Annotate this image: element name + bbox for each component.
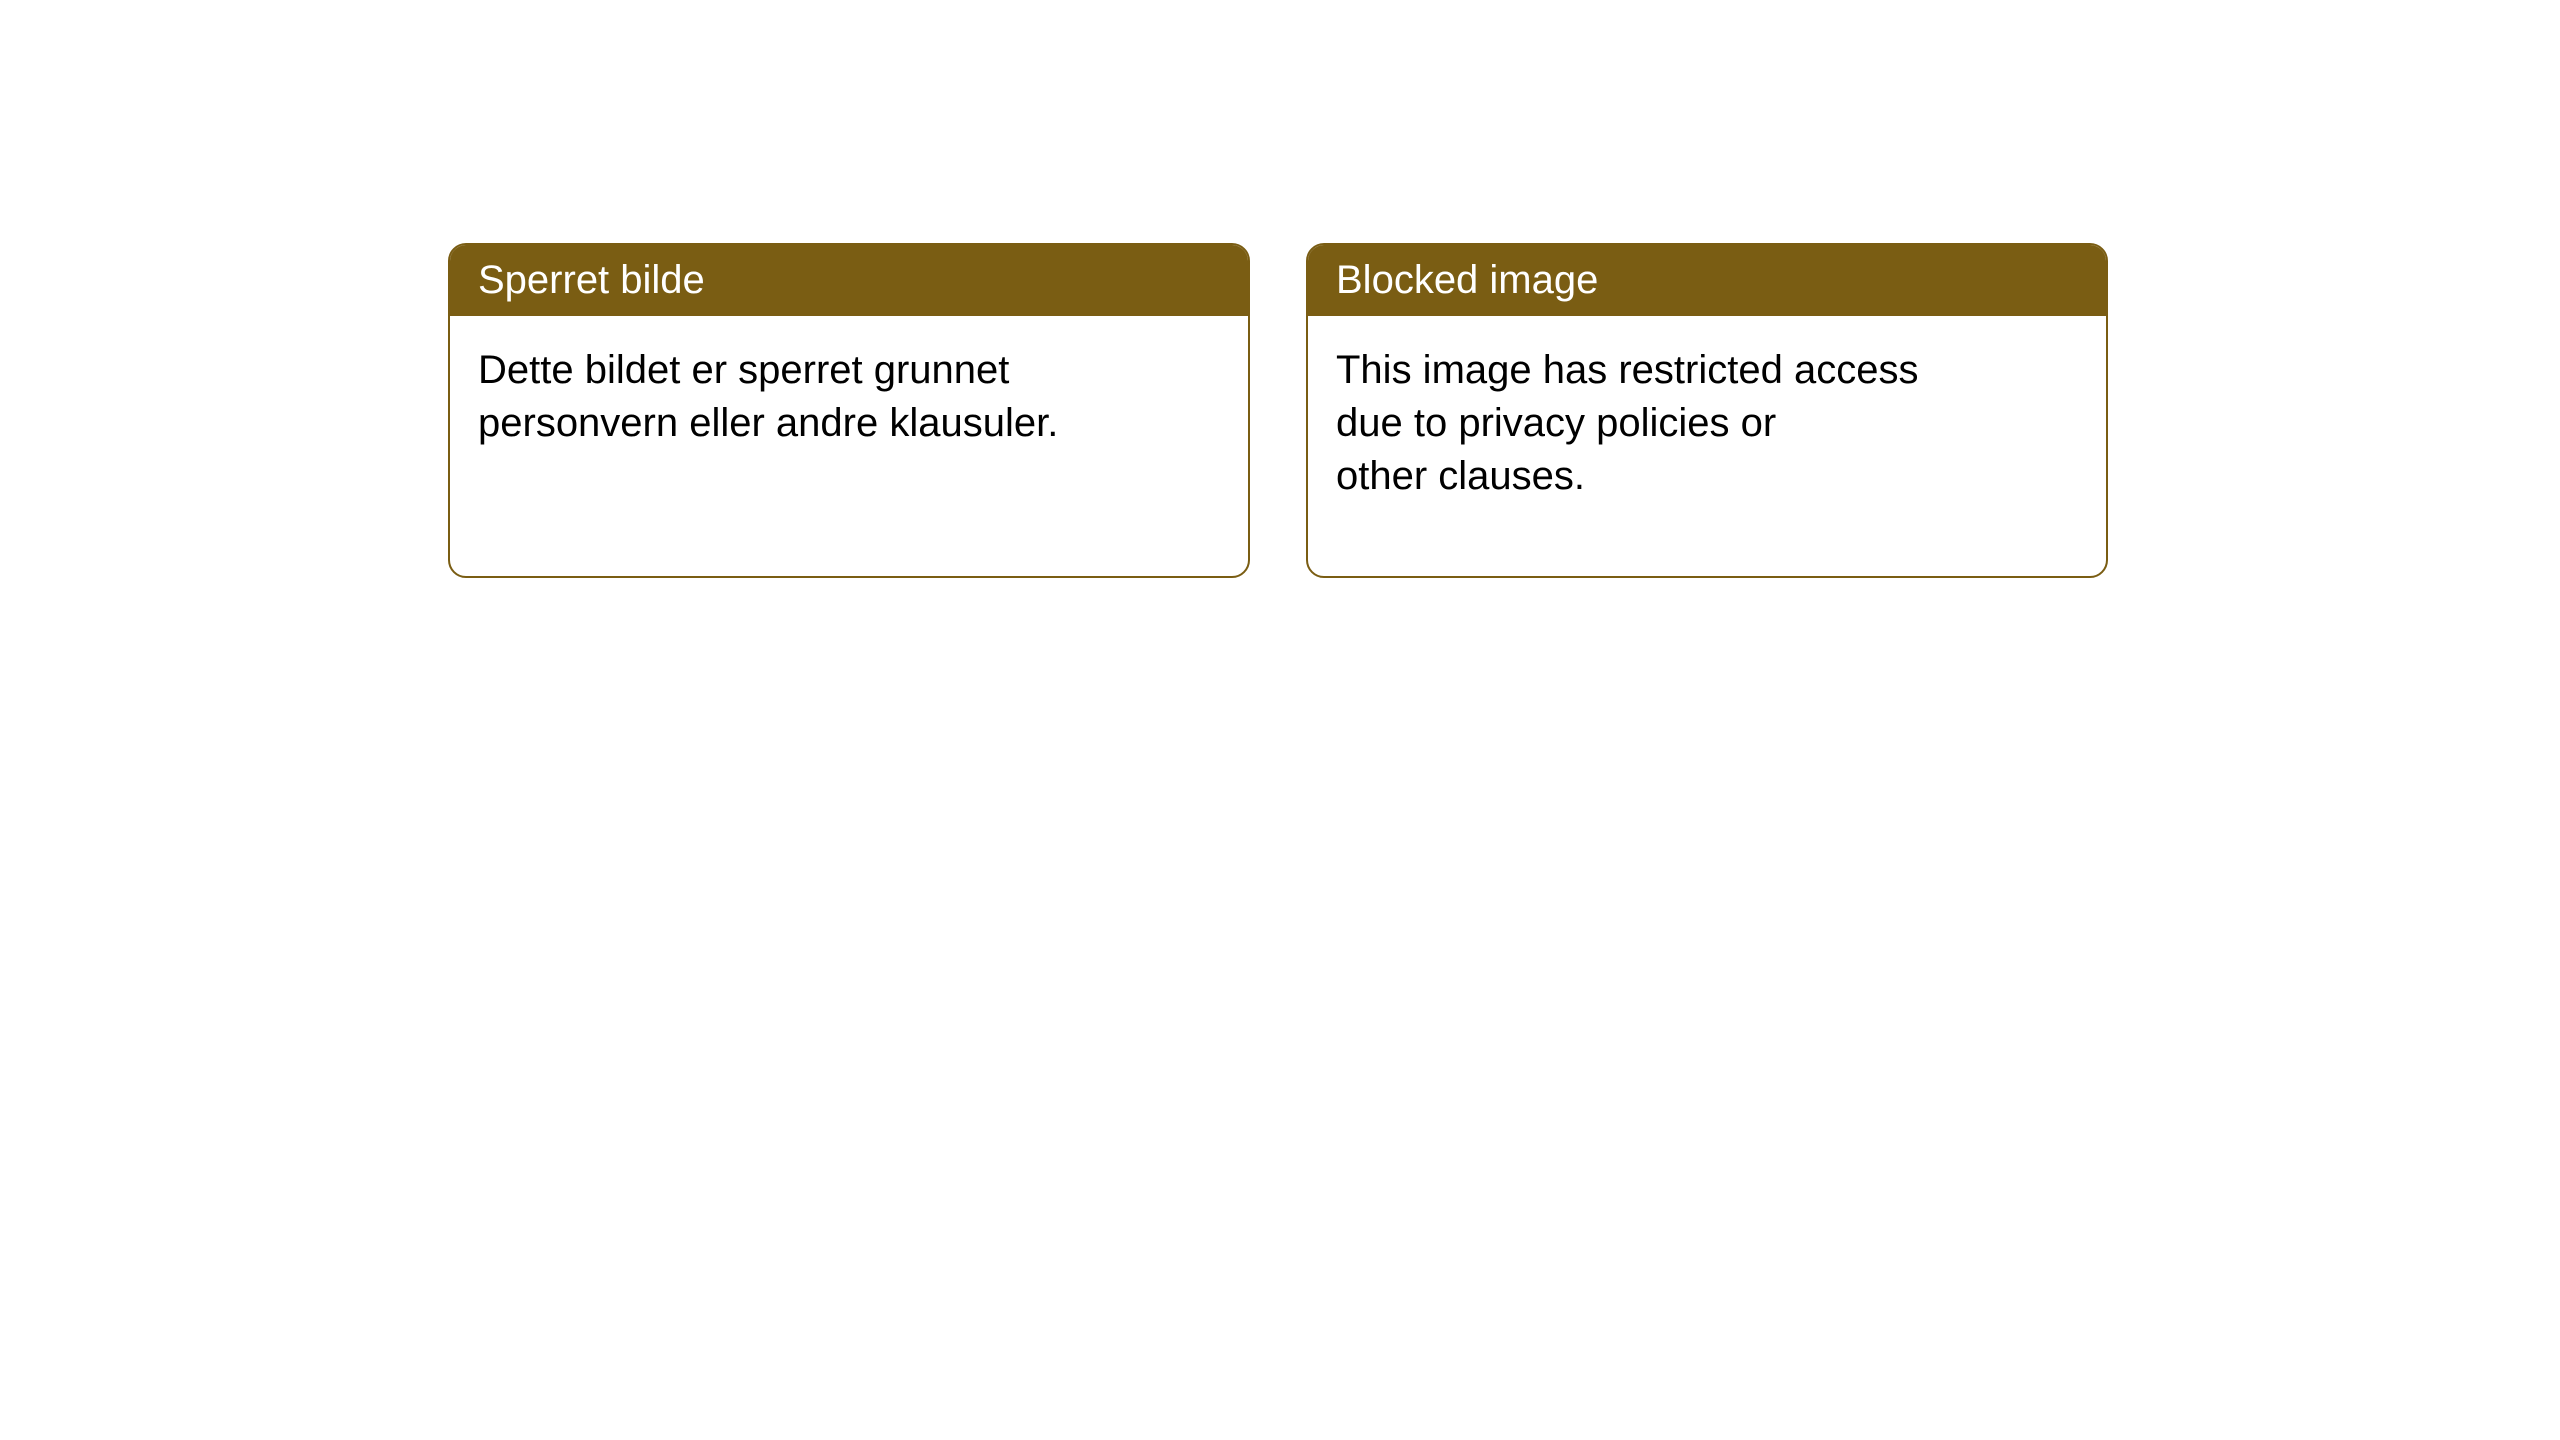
- notice-header-english: Blocked image: [1308, 245, 2106, 316]
- notice-body-norwegian: Dette bildet er sperret grunnet personve…: [450, 316, 1248, 478]
- notice-card-english: Blocked image This image has restricted …: [1306, 243, 2108, 578]
- notice-body-english: This image has restricted access due to …: [1308, 316, 2106, 530]
- notice-card-norwegian: Sperret bilde Dette bildet er sperret gr…: [448, 243, 1250, 578]
- notice-header-norwegian: Sperret bilde: [450, 245, 1248, 316]
- notice-cards-container: Sperret bilde Dette bildet er sperret gr…: [448, 243, 2108, 578]
